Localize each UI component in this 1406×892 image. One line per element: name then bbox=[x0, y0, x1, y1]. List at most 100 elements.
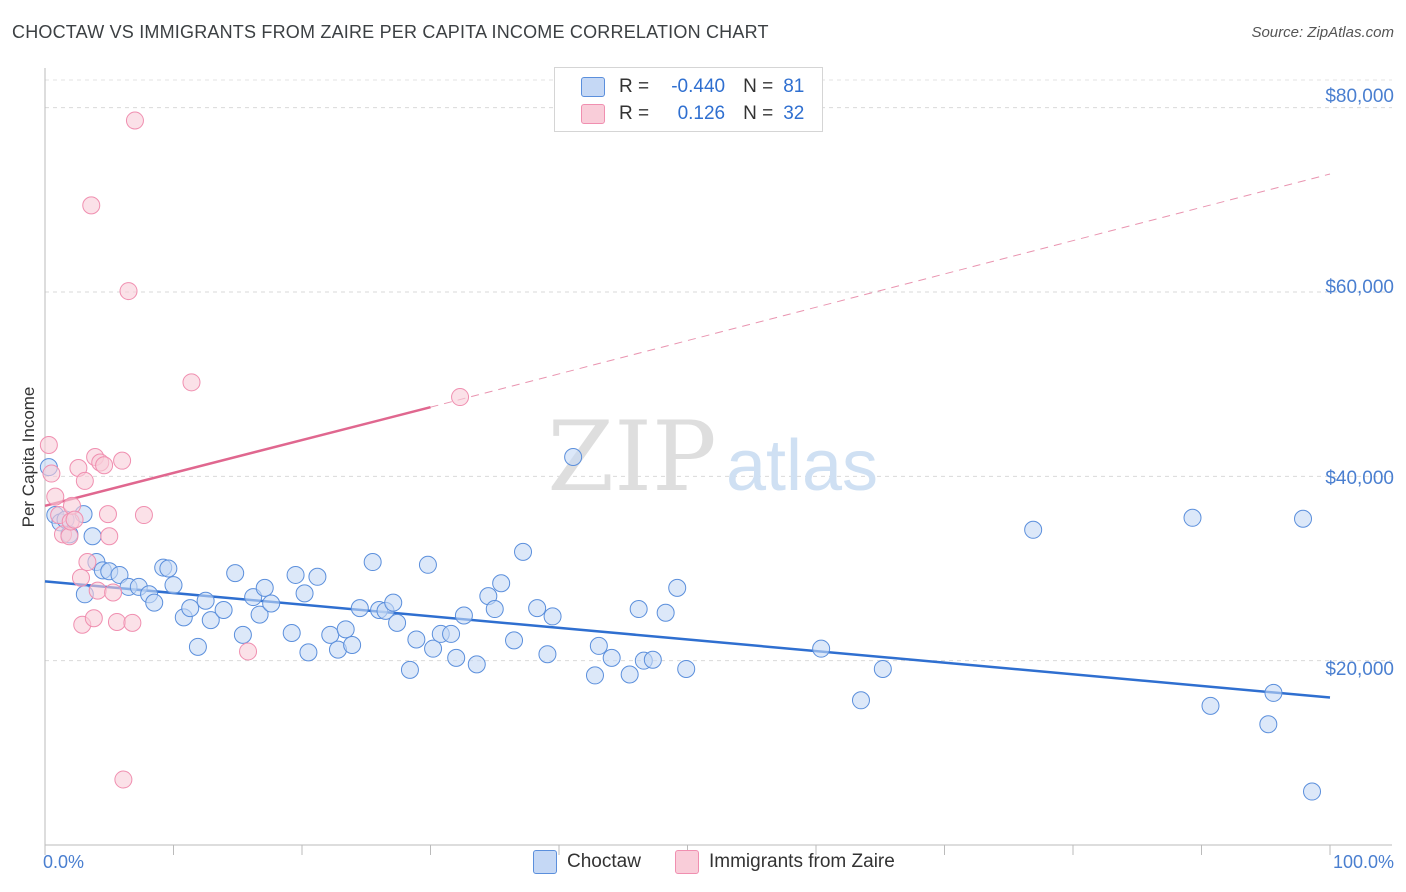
data-point bbox=[851, 691, 870, 710]
x-tick-max: 100.0% bbox=[1332, 852, 1394, 872]
y-tick-label: $20,000 bbox=[1325, 659, 1394, 680]
bottom-legend-choctaw: Choctaw bbox=[533, 850, 641, 874]
data-point bbox=[282, 624, 301, 643]
watermark-atlas: atlas bbox=[726, 426, 878, 506]
data-point bbox=[110, 565, 129, 584]
data-point bbox=[78, 553, 97, 572]
data-point bbox=[485, 600, 504, 619]
data-point bbox=[98, 505, 117, 524]
data-point bbox=[812, 639, 831, 658]
chart-title: CHOCTAW VS IMMIGRANTS FROM ZAIRE PER CAP… bbox=[12, 22, 769, 42]
legend-r-label: R = bbox=[619, 103, 650, 124]
data-point bbox=[201, 611, 220, 630]
data-point bbox=[125, 111, 144, 130]
legend-n-label: N = bbox=[743, 103, 774, 124]
data-point bbox=[538, 645, 557, 664]
watermark: ZIP atlas bbox=[547, 401, 878, 513]
data-point bbox=[873, 659, 892, 678]
data-point bbox=[164, 576, 183, 595]
data-point bbox=[363, 553, 382, 572]
legend-n-value: 81 bbox=[783, 76, 805, 97]
data-point bbox=[46, 487, 65, 506]
data-point bbox=[528, 599, 547, 618]
data-point bbox=[119, 282, 138, 301]
data-point bbox=[643, 650, 662, 669]
data-point bbox=[1303, 782, 1322, 801]
data-point bbox=[564, 447, 583, 466]
data-point bbox=[83, 527, 102, 546]
data-point bbox=[308, 567, 327, 586]
data-point bbox=[442, 624, 461, 643]
legend-r-value: 0.126 bbox=[677, 103, 726, 124]
data-point bbox=[1259, 715, 1278, 734]
bottom-legend-label: Immigrants from Zaire bbox=[709, 851, 895, 872]
trend-line-solid bbox=[44, 405, 431, 508]
data-point bbox=[145, 593, 164, 612]
data-point bbox=[84, 609, 103, 628]
axes bbox=[44, 68, 1392, 855]
data-point bbox=[295, 584, 314, 603]
data-point bbox=[39, 435, 58, 454]
data-point bbox=[82, 196, 101, 215]
data-point bbox=[505, 631, 524, 650]
legend-n-value: 32 bbox=[783, 103, 805, 124]
bottom-legend-swatch-pink bbox=[675, 850, 699, 874]
data-point bbox=[159, 559, 178, 578]
data-point bbox=[1183, 508, 1202, 527]
y-tick-label: $60,000 bbox=[1325, 277, 1394, 298]
data-point bbox=[123, 613, 142, 632]
trend-line-dashed bbox=[430, 173, 1331, 408]
gridlines bbox=[45, 79, 1392, 662]
data-point bbox=[107, 612, 126, 631]
data-point bbox=[343, 635, 362, 654]
y-tick-label: $40,000 bbox=[1325, 468, 1394, 489]
legend-swatch-blue bbox=[581, 77, 605, 97]
data-point bbox=[407, 630, 426, 649]
data-point bbox=[424, 639, 443, 658]
data-point bbox=[1264, 683, 1283, 702]
data-point bbox=[1024, 520, 1043, 539]
data-point bbox=[451, 388, 470, 407]
legend-row-zaire: R = 0.126 N = 32 bbox=[581, 102, 804, 126]
y-axis-label: Per Capita Income bbox=[19, 386, 38, 528]
data-point bbox=[492, 574, 511, 593]
data-point bbox=[447, 648, 466, 667]
data-point bbox=[239, 642, 258, 661]
data-point bbox=[286, 565, 305, 584]
bottom-legend-label: Choctaw bbox=[567, 851, 641, 872]
data-point bbox=[233, 625, 252, 644]
data-point bbox=[400, 660, 419, 679]
x-tick-min: 0.0% bbox=[43, 852, 85, 872]
data-point bbox=[543, 607, 562, 626]
source-label: Source: ZipAtlas.com bbox=[1251, 24, 1394, 41]
data-point bbox=[336, 620, 355, 639]
data-point bbox=[88, 581, 107, 600]
data-point bbox=[42, 464, 61, 483]
data-point bbox=[100, 527, 119, 546]
data-point bbox=[196, 591, 215, 610]
bottom-legend-swatch-blue bbox=[533, 850, 557, 874]
bottom-legend-zaire: Immigrants from Zaire bbox=[675, 850, 895, 874]
data-point bbox=[188, 637, 207, 656]
legend-row-choctaw: R = -0.440 N = 81 bbox=[581, 75, 804, 99]
data-points bbox=[39, 111, 1322, 801]
data-point bbox=[454, 606, 473, 625]
correlation-legend: R = -0.440 N = 81 R = 0.126 N = 32 bbox=[554, 67, 823, 132]
data-point bbox=[214, 600, 233, 619]
data-point bbox=[602, 648, 621, 667]
data-point bbox=[629, 600, 648, 619]
data-point bbox=[514, 542, 533, 561]
data-point bbox=[226, 564, 245, 583]
data-point bbox=[104, 583, 123, 602]
data-point bbox=[668, 578, 687, 597]
data-point bbox=[384, 593, 403, 612]
data-point bbox=[255, 578, 274, 597]
y-tick-label: $80,000 bbox=[1325, 86, 1394, 107]
data-point bbox=[71, 568, 90, 587]
data-point bbox=[388, 613, 407, 632]
data-point bbox=[114, 770, 133, 789]
data-point bbox=[585, 666, 604, 685]
data-point bbox=[181, 599, 200, 618]
data-point bbox=[467, 655, 486, 674]
